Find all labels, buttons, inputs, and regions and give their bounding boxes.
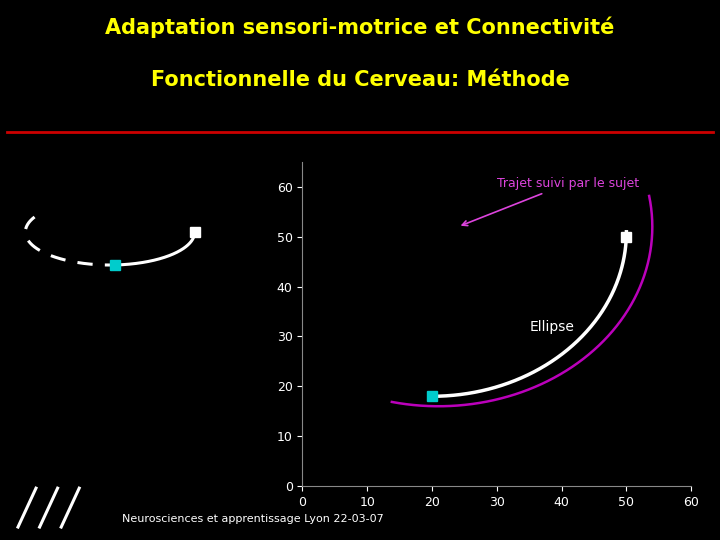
Text: Neurosciences et apprentissage Lyon 22-03-07: Neurosciences et apprentissage Lyon 22-0…: [122, 514, 384, 524]
Text: Trajet suivi par le sujet: Trajet suivi par le sujet: [462, 177, 639, 226]
Text: Fonctionnelle du Cerveau: Méthode: Fonctionnelle du Cerveau: Méthode: [150, 70, 570, 90]
Text: Ellipse: Ellipse: [529, 320, 574, 334]
Text: Adaptation sensori-motrice et Connectivité: Adaptation sensori-motrice et Connectivi…: [105, 16, 615, 38]
